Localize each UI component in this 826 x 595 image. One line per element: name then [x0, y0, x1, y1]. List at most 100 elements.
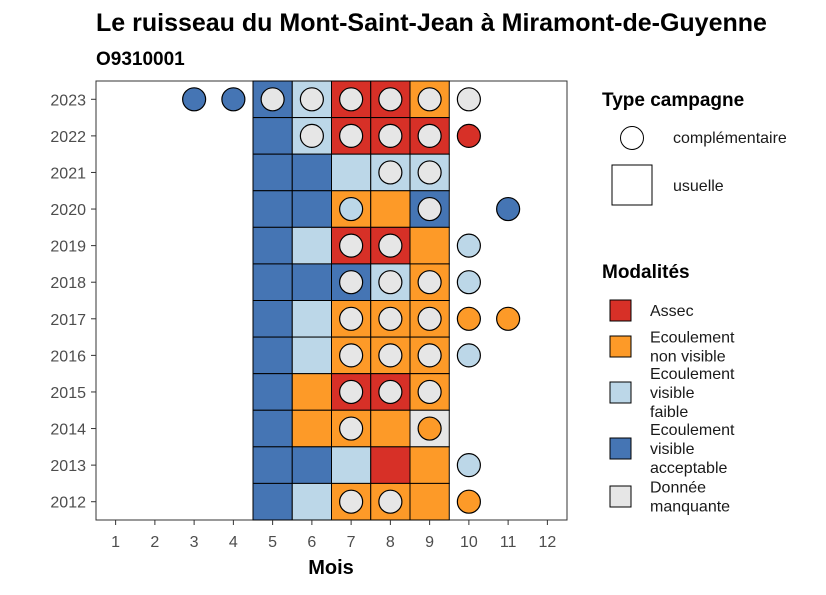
point-2018-7: [339, 270, 364, 295]
point-2012-8: [378, 489, 403, 514]
tile-2014-6: [291, 409, 332, 448]
tile-2022-5: [252, 117, 293, 155]
x-tick-label-11: 11: [500, 534, 517, 551]
y-tick-label-2020: 2020: [50, 202, 86, 219]
tile-2013-8: [370, 446, 411, 484]
point-2014-7: [339, 416, 364, 441]
y-tick-label-2014: 2014: [50, 422, 86, 439]
tile-2012-5: [252, 482, 293, 521]
legend-key-ecoulement_visible_faible: [609, 381, 632, 404]
point-2017-11: [496, 306, 521, 331]
point-2015-7: [339, 379, 364, 405]
point-2012-10: [456, 489, 481, 514]
point-2023-5: [260, 87, 285, 112]
x-tick-label-12: 12: [538, 534, 556, 551]
tile-2021-7: [331, 153, 372, 192]
point-2016-10: [456, 343, 481, 368]
point-2022-8: [378, 123, 403, 148]
legend-key-assec: [609, 299, 632, 322]
point-2017-8: [378, 306, 403, 331]
tile-2017-6: [291, 300, 332, 338]
legend-key-usuelle: [611, 164, 653, 206]
point-2018-8: [378, 270, 403, 295]
tile-2020-8: [370, 190, 411, 228]
point-2019-7: [339, 233, 364, 258]
y-tick-label-2013: 2013: [50, 458, 86, 475]
point-2014-9: [417, 416, 442, 441]
x-axis: 1 2 3 4 5 6 7 8 9 10 11 12: [111, 520, 556, 551]
y-tick-label-2017: 2017: [50, 312, 86, 329]
x-tick-label-5: 5: [268, 534, 277, 551]
tile-2016-5: [252, 336, 293, 375]
tile-2020-6: [291, 190, 332, 228]
point-2023-8: [378, 87, 403, 112]
tile-2013-6: [291, 446, 332, 484]
point-2022-7: [339, 123, 364, 148]
tile-2019-6: [291, 226, 332, 265]
legend-type-title: Type campagne: [602, 90, 744, 111]
point-2020-9: [417, 196, 442, 222]
legend-key-ecoulement_non_visible: [609, 335, 632, 358]
tile-2015-5: [252, 373, 293, 411]
y-tick-label-2015: 2015: [50, 385, 86, 402]
point-2020-11: [496, 196, 521, 222]
x-tick-label-4: 4: [229, 534, 238, 551]
tile-2021-6: [291, 153, 332, 192]
y-axis: 2012 2013 2014 2015 2016 2017 2018 2019 2020 2021…: [50, 92, 96, 512]
chart-title: Le ruisseau du Mont-Saint-Jean à Miramon…: [96, 9, 767, 37]
point-2016-9: [417, 343, 442, 368]
tile-2022-6: [291, 117, 332, 155]
point-2023-9: [417, 87, 442, 112]
chart-subtitle: O9310001: [96, 49, 185, 70]
x-tick-label-6: 6: [307, 534, 316, 551]
tile-2013-9: [409, 446, 450, 484]
legend-label-assec: Assec: [650, 303, 694, 320]
point-2017-10: [456, 306, 481, 331]
point-2021-9: [417, 160, 442, 185]
x-axis-label: Mois: [308, 557, 354, 579]
tile-2014-5: [252, 409, 293, 448]
point-2013-10: [456, 453, 481, 478]
point-2018-10: [456, 270, 481, 295]
tile-2012-9: [409, 482, 450, 521]
point-2017-7: [339, 306, 364, 331]
x-tick-label-9: 9: [425, 534, 434, 551]
tile-2016-6: [291, 336, 332, 375]
legend-key-complementaire: [620, 126, 644, 150]
tile-2019-5: [252, 226, 293, 265]
point-2023-7: [339, 87, 364, 112]
x-tick-label-1: 1: [111, 534, 120, 551]
tile-2015-6: [291, 373, 332, 411]
legend-key-ecoulement_visible_acceptable: [609, 437, 632, 460]
point-2019-8: [378, 233, 403, 258]
point-2023-3: [182, 87, 207, 112]
point-2023-4: [221, 87, 246, 112]
tile-2018-6: [291, 263, 332, 301]
legend-label-complementaire: complémentaire: [673, 130, 787, 147]
point-2022-9: [417, 123, 442, 148]
tile-2019-9: [409, 226, 450, 265]
x-tick-label-8: 8: [386, 534, 395, 551]
legend-label-donnee_manquante: Donnée manquante: [650, 480, 730, 516]
point-2023-10: [456, 87, 481, 112]
y-tick-label-2019: 2019: [50, 239, 86, 256]
point-2022-6: [299, 123, 324, 148]
point-2022-10: [456, 123, 481, 148]
y-tick-label-2018: 2018: [50, 275, 86, 292]
y-tick-label-2022: 2022: [50, 129, 86, 146]
tile-2014-8: [370, 409, 411, 448]
point-2018-9: [417, 270, 442, 295]
x-tick-label-2: 2: [150, 534, 159, 551]
point-2020-7: [339, 196, 364, 222]
points-layer: [182, 87, 521, 514]
legend-key-donnee_manquante: [609, 485, 632, 508]
y-tick-label-2012: 2012: [50, 495, 86, 512]
legend-label-ecoulement_visible_acceptable: Ecoulement visible acceptable: [650, 422, 735, 477]
tile-2017-5: [252, 300, 293, 338]
legend-label-usuelle: usuelle: [673, 178, 724, 195]
point-2019-10: [456, 233, 481, 258]
y-tick-label-2016: 2016: [50, 348, 86, 365]
